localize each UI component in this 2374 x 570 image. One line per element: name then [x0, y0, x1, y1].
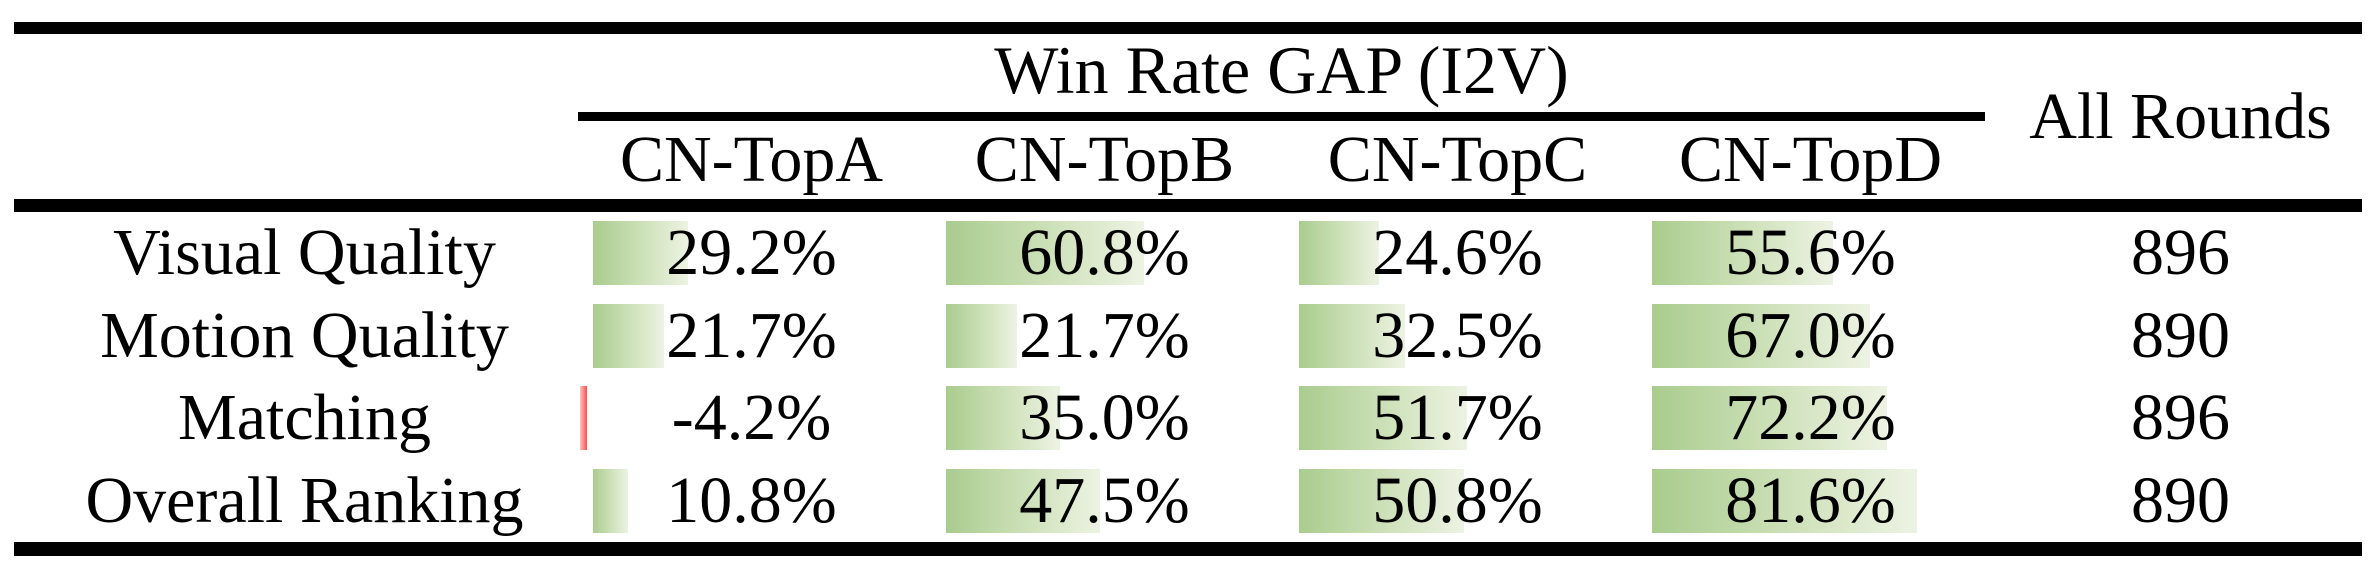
- data-bar: [946, 303, 1017, 368]
- table-top-rule: [14, 22, 2362, 34]
- win-rate-cell: 51.7%: [1281, 377, 1634, 460]
- table-row: Motion Quality 21.7% 21.7% 32.5% 67.0% 8…: [0, 295, 2374, 378]
- win-rate-cell: 24.6%: [1281, 212, 1634, 295]
- win-rate-value: 60.8%: [1019, 216, 1190, 290]
- data-bar: [1299, 303, 1405, 368]
- data-bar: [593, 221, 688, 285]
- win-rate-cell: 29.2%: [575, 212, 928, 295]
- win-rate-value: 72.2%: [1725, 381, 1896, 455]
- win-rate-value: 21.7%: [1019, 298, 1190, 372]
- row-label: Overall Ranking: [85, 463, 524, 537]
- table-bottom-rule: [14, 542, 2362, 556]
- win-rate-cell: 50.8%: [1281, 460, 1634, 543]
- table-row: Visual Quality 29.2% 60.8% 24.6% 55.6% 8…: [0, 212, 2374, 295]
- win-rate-cell: 72.2%: [1634, 377, 1987, 460]
- data-bar: [580, 386, 587, 450]
- win-rate-cell: 55.6%: [1634, 212, 1987, 295]
- data-bar: [1299, 221, 1379, 285]
- data-bar: [946, 386, 1060, 450]
- all-rounds-value: 896: [2131, 216, 2230, 290]
- data-bar: [946, 221, 1144, 285]
- win-rate-value: -4.2%: [671, 381, 832, 455]
- column-header-cn-topb: CN-TopB: [974, 123, 1235, 196]
- group-title: Win Rate GAP (I2V): [994, 32, 1569, 108]
- data-bar: [593, 303, 664, 368]
- header-bottom-rule: [14, 199, 2362, 212]
- data-bar: [946, 468, 1101, 533]
- win-rate-cell: 21.7%: [575, 295, 928, 378]
- all-rounds-value: 890: [2131, 463, 2230, 537]
- win-rate-cell: 32.5%: [1281, 295, 1634, 378]
- win-rate-cell: 60.8%: [928, 212, 1281, 295]
- row-label: Matching: [178, 381, 431, 455]
- data-bar: [1652, 386, 1887, 450]
- data-bar: [1299, 468, 1465, 533]
- data-bar: [1652, 221, 1833, 285]
- win-rate-value: 10.8%: [666, 463, 837, 537]
- win-rate-value: 35.0%: [1019, 381, 1190, 455]
- data-bar: [1652, 468, 1918, 533]
- win-rate-value: 21.7%: [666, 298, 837, 372]
- win-rate-value: 29.2%: [666, 216, 837, 290]
- win-rate-value: 51.7%: [1372, 381, 1543, 455]
- win-rate-value: 47.5%: [1019, 463, 1190, 537]
- row-label: Motion Quality: [100, 298, 509, 372]
- win-rate-value: 32.5%: [1372, 298, 1543, 372]
- win-rate-cell: 47.5%: [928, 460, 1281, 543]
- win-rate-cell: -4.2%: [575, 377, 928, 460]
- win-rate-cell: 35.0%: [928, 377, 1281, 460]
- column-header-cn-topc: CN-TopC: [1327, 123, 1588, 196]
- group-header-underline: [578, 112, 1985, 121]
- all-rounds-value: 890: [2131, 298, 2230, 372]
- win-rate-value: 24.6%: [1372, 216, 1543, 290]
- table-row: Matching -4.2% 35.0% 51.7% 72.2% 896: [0, 377, 2374, 460]
- all-rounds-header: All Rounds: [2029, 79, 2332, 153]
- column-header-cn-topa: CN-TopA: [619, 123, 884, 196]
- win-rate-cell: 81.6%: [1634, 460, 1987, 543]
- win-rate-cell: 67.0%: [1634, 295, 1987, 378]
- win-rate-cell: 10.8%: [575, 460, 928, 543]
- data-bar: [593, 468, 629, 533]
- table-row: Overall Ranking 10.8% 47.5% 50.8% 81.6% …: [0, 460, 2374, 543]
- win-rate-value: 55.6%: [1725, 216, 1896, 290]
- win-rate-value: 81.6%: [1725, 463, 1896, 537]
- win-rate-value: 50.8%: [1372, 463, 1543, 537]
- data-bar: [1299, 386, 1468, 450]
- win-rate-cell: 21.7%: [928, 295, 1281, 378]
- all-rounds-value: 896: [2131, 381, 2230, 455]
- row-label: Visual Quality: [113, 216, 496, 290]
- column-header-cn-topd: CN-TopD: [1678, 123, 1943, 196]
- win-rate-value: 67.0%: [1725, 298, 1896, 372]
- data-bar: [1652, 303, 1870, 368]
